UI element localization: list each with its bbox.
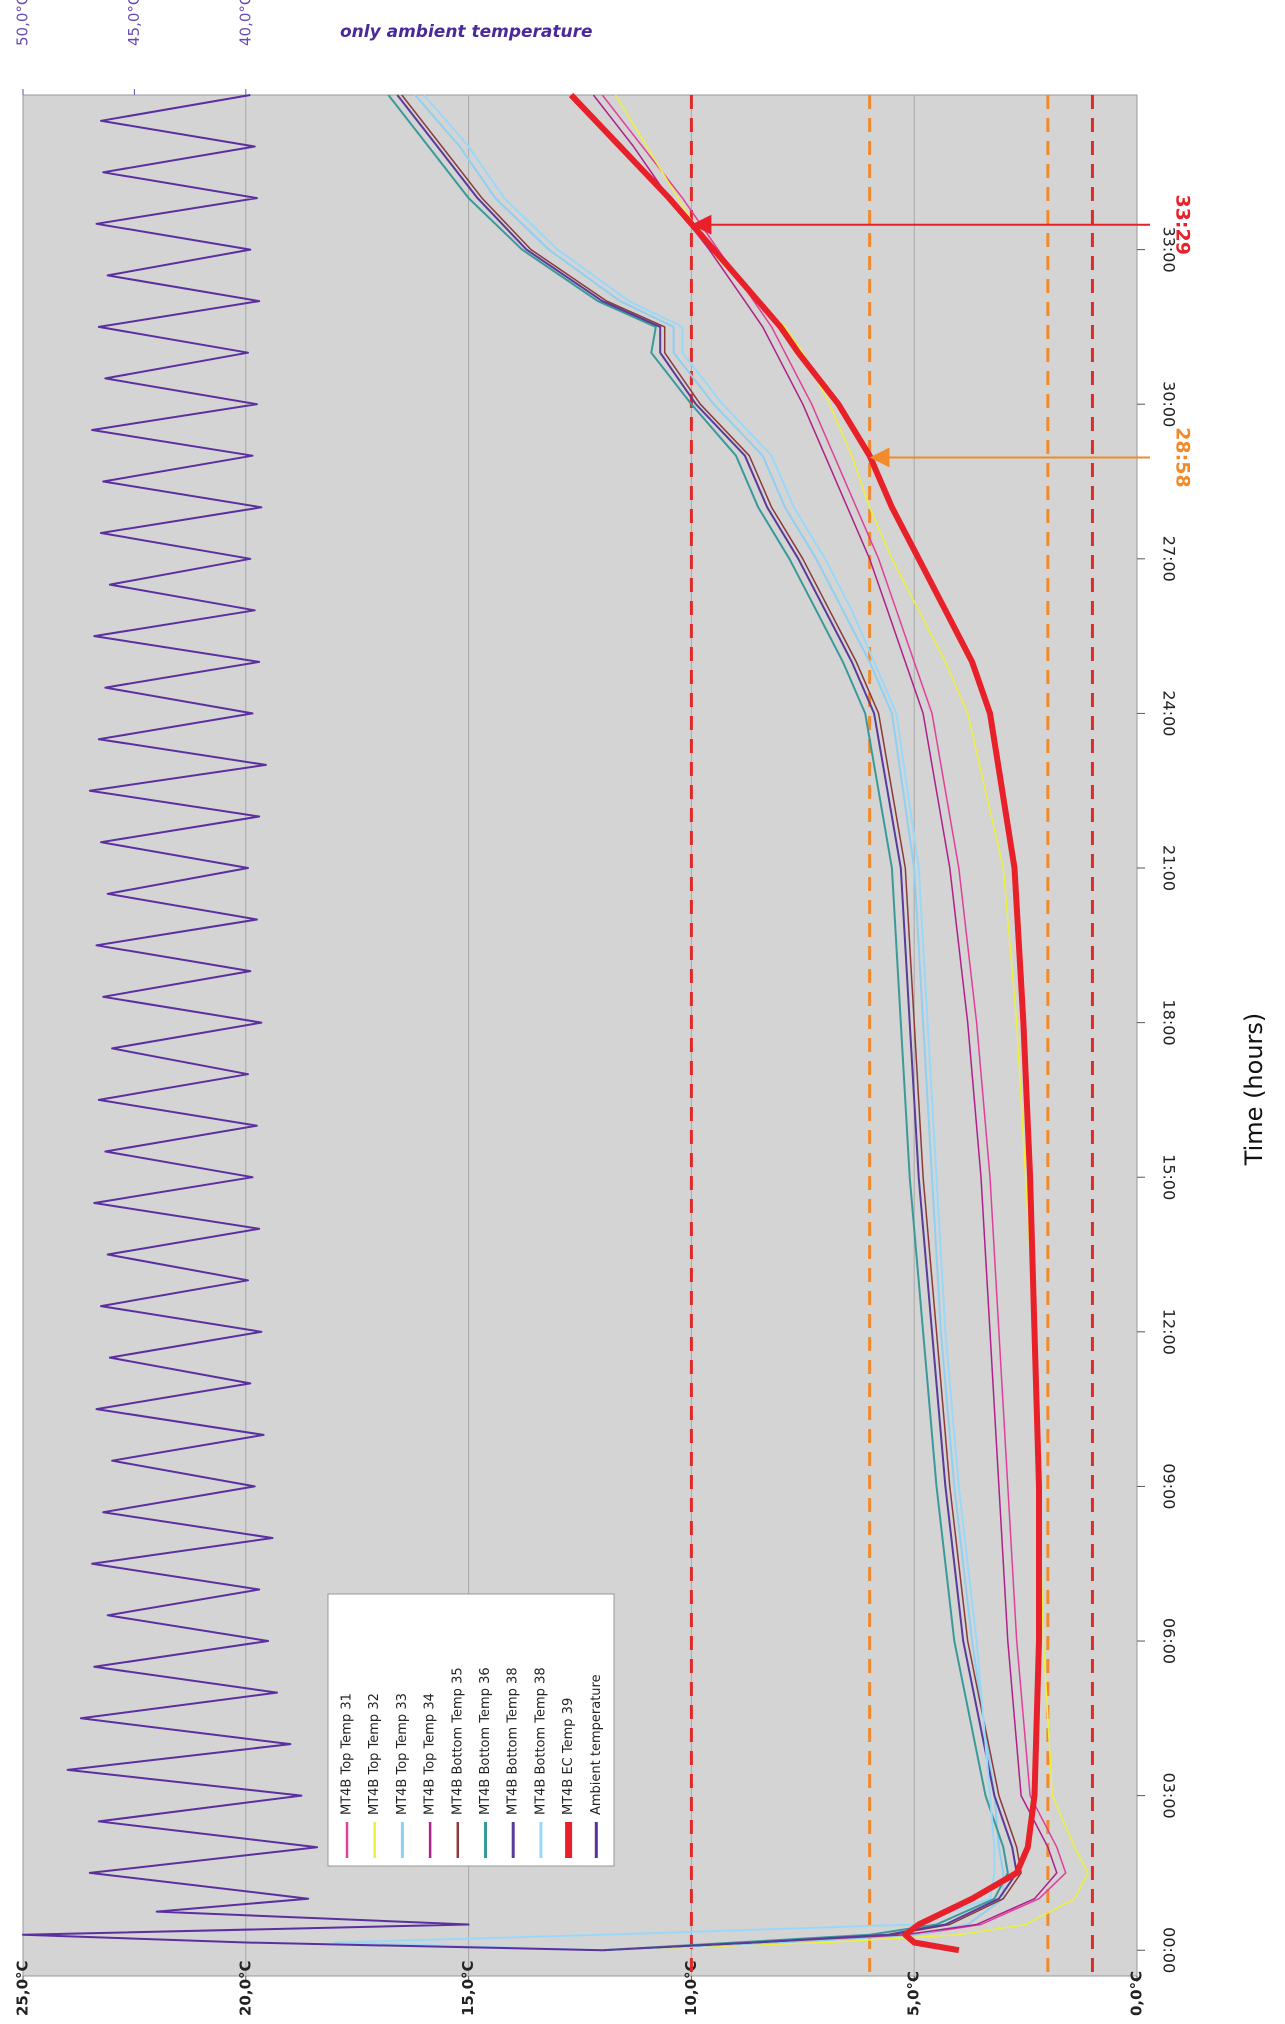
annotation-label: 28:58	[1172, 427, 1194, 487]
series-line	[22, 94, 603, 1952]
series-line	[387, 94, 1009, 1952]
x-tick-label: 09:00	[1160, 1463, 1179, 1509]
x-tick-label: 21:00	[1160, 845, 1179, 891]
y2-tick-label: 45,0°C	[125, 0, 143, 46]
x-tick-label: 12:00	[1160, 1309, 1179, 1355]
x-tick-label: 03:00	[1160, 1773, 1179, 1819]
legend-label: MT4B Top Temp 33	[395, 1693, 410, 1815]
y2-tick-label: 50,0°C	[14, 0, 32, 46]
secondary-note: only ambient temperature	[340, 22, 593, 42]
series-line	[401, 94, 1022, 1951]
y-tick-label: 20,0°C	[236, 1960, 254, 2016]
legend-label: Ambient temperature	[589, 1674, 604, 1815]
legend-box	[327, 1593, 615, 1867]
y-tick-label: 15,0°C	[459, 1960, 477, 2016]
legend-label: MT4B EC Temp 39	[561, 1698, 576, 1815]
y-tick-label: 25,0°C	[14, 1960, 32, 2016]
series-line	[396, 94, 1018, 1952]
legend-label: MT4B Bottom Temp 35	[450, 1667, 465, 1815]
series-line	[414, 94, 1005, 1952]
legend-label: MT4B Bottom Temp 36	[478, 1667, 493, 1815]
y-tick-label: 5,0°C	[905, 1971, 923, 2016]
legend-label: MT4B Top Temp 31	[340, 1693, 355, 1815]
x-tick-label: 06:00	[1160, 1618, 1179, 1664]
series-line	[601, 94, 1067, 1951]
legend-label: MT4B Bottom Temp 38	[506, 1667, 521, 1815]
series-line	[592, 94, 1058, 1951]
legend-label: MT4B Top Temp 32	[367, 1693, 382, 1815]
annotation-label: 33:29	[1172, 194, 1194, 254]
legend-label: MT4B Top Temp 34	[423, 1693, 438, 1815]
y-tick-label: 0,0°C	[1128, 1971, 1146, 2016]
x-tick-label: 18:00	[1160, 1000, 1179, 1046]
legend-label: MT4B Bottom Temp 38	[533, 1667, 548, 1815]
y-tick-label: 10,0°C	[682, 1960, 700, 2016]
x-tick-label: 00:00	[1160, 1927, 1179, 1973]
x-tick-label: 15:00	[1160, 1154, 1179, 1200]
y2-tick-label: 40,0°C	[236, 0, 254, 46]
x-tick-label: 33:00	[1160, 227, 1179, 273]
x-tick-label: 27:00	[1160, 536, 1179, 582]
x-axis-label: Time (hours)	[1240, 1013, 1268, 1167]
series-line	[568, 92, 1042, 1954]
x-tick-label: 30:00	[1160, 381, 1179, 427]
x-tick-label: 24:00	[1160, 690, 1179, 736]
